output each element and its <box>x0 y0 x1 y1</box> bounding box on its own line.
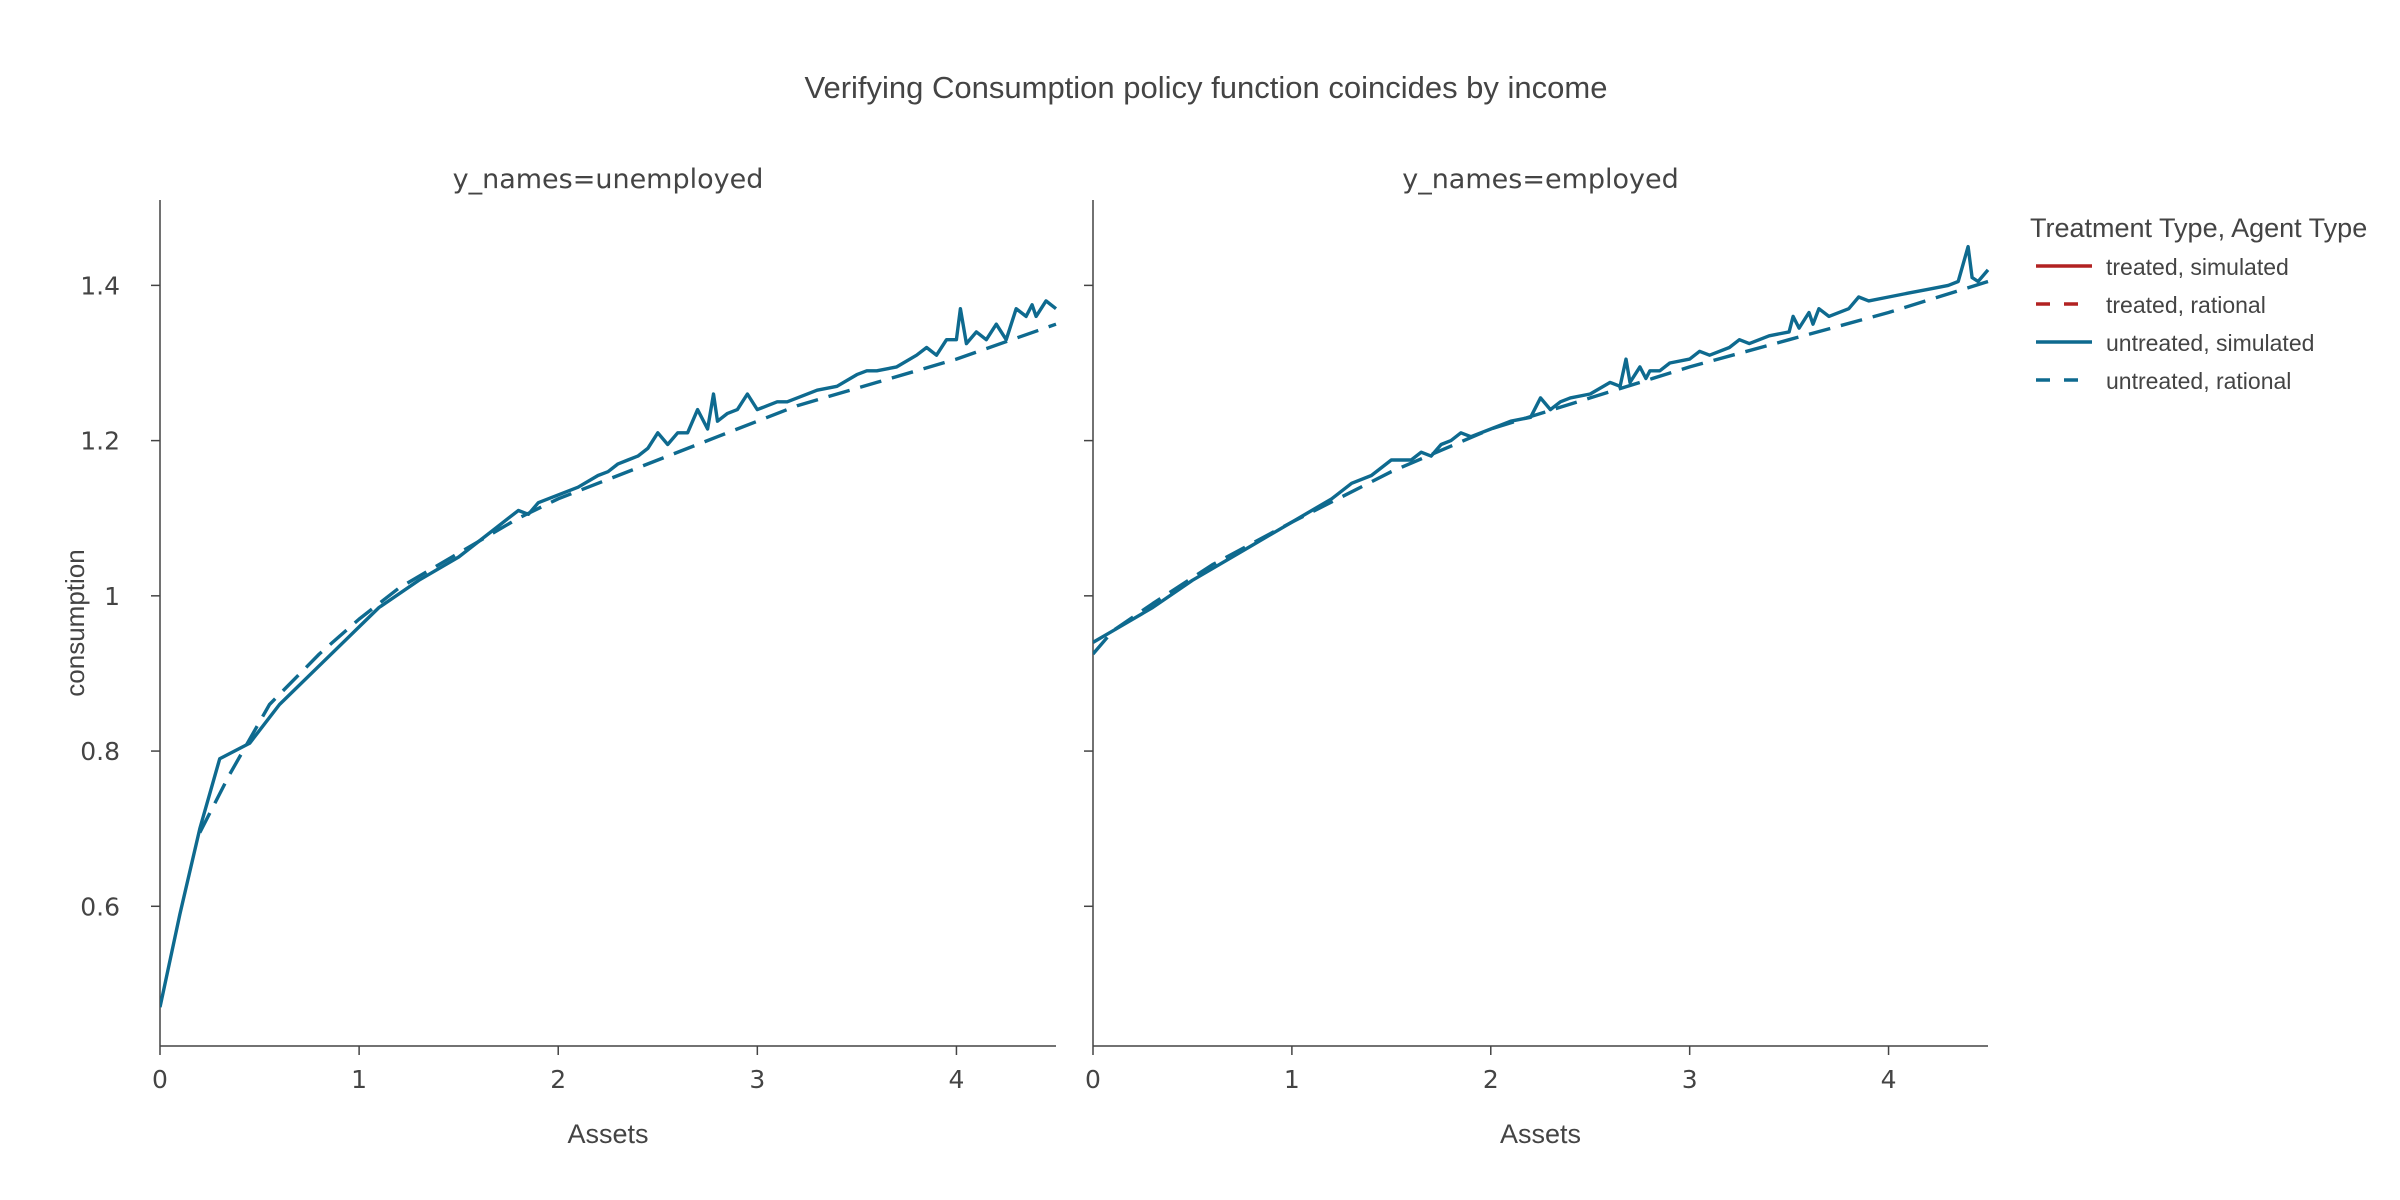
panels: y_names=unemployed 0.6 0.8 1 1.2 1.4 0 1 2 3 4 Asse… <box>80 164 1990 1149</box>
y-tick-label: 1 <box>104 582 120 611</box>
legend-label: untreated, rational <box>2106 368 2291 394</box>
y-tick-label: 1.4 <box>80 271 120 300</box>
x-tick-label: 2 <box>1483 1065 1499 1094</box>
x-tick-label: 0 <box>152 1065 168 1094</box>
x-axis-label: Assets <box>1500 1119 1581 1149</box>
x-tick-label: 2 <box>550 1065 566 1094</box>
legend-label: treated, simulated <box>2106 254 2289 280</box>
panel-title: y_names=unemployed <box>453 164 764 195</box>
x-axis-label: Assets <box>567 1119 648 1149</box>
x-tick-label: 3 <box>749 1065 765 1094</box>
x-tick-label: 4 <box>1881 1065 1897 1094</box>
legend-label: untreated, simulated <box>2106 330 2314 356</box>
y-axis-label: consumption <box>60 549 90 696</box>
legend-label: treated, rational <box>2106 292 2266 318</box>
series-line-untreated-rational <box>1093 279 1989 656</box>
y-tick-label: 0.6 <box>80 892 120 921</box>
y-tick-label: 1.2 <box>80 427 120 456</box>
x-tick-label: 4 <box>948 1065 964 1094</box>
y-tick-label: 0.8 <box>80 737 120 766</box>
legend-items: treated, simulated treated, rational untre… <box>2036 254 2314 394</box>
legend-item[interactable]: treated, simulated <box>2036 254 2289 280</box>
panel-1: y_names=employed 0 1 2 3 4 Assets <box>1084 164 1990 1149</box>
legend-item[interactable]: untreated, rational <box>2036 368 2291 394</box>
legend-item[interactable]: treated, rational <box>2036 292 2266 318</box>
legend-title: Treatment Type, Agent Type <box>2030 213 2367 243</box>
chart-title: Verifying Consumption policy function co… <box>805 70 1608 105</box>
x-tick-label: 0 <box>1085 1065 1101 1094</box>
panel-0: y_names=unemployed 0.6 0.8 1 1.2 1.4 0 1 2 3 4 Asse… <box>80 164 1058 1149</box>
series-line-untreated-simulated <box>160 299 1058 1008</box>
x-tick-label: 3 <box>1682 1065 1698 1094</box>
panel-title: y_names=employed <box>1402 164 1679 195</box>
x-tick-label: 1 <box>351 1065 367 1094</box>
series-line-untreated-rational <box>198 322 1057 834</box>
series-line-untreated-simulated <box>1093 244 1990 644</box>
legend[interactable]: Treatment Type, Agent Type treated, simu… <box>2030 213 2367 394</box>
legend-item[interactable]: untreated, simulated <box>2036 330 2314 356</box>
x-tick-label: 1 <box>1284 1065 1300 1094</box>
